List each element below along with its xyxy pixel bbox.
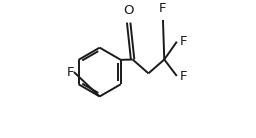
Text: O: O [123,4,134,17]
Text: F: F [180,35,188,48]
Text: F: F [159,2,167,15]
Text: F: F [67,66,74,79]
Text: F: F [180,70,188,83]
